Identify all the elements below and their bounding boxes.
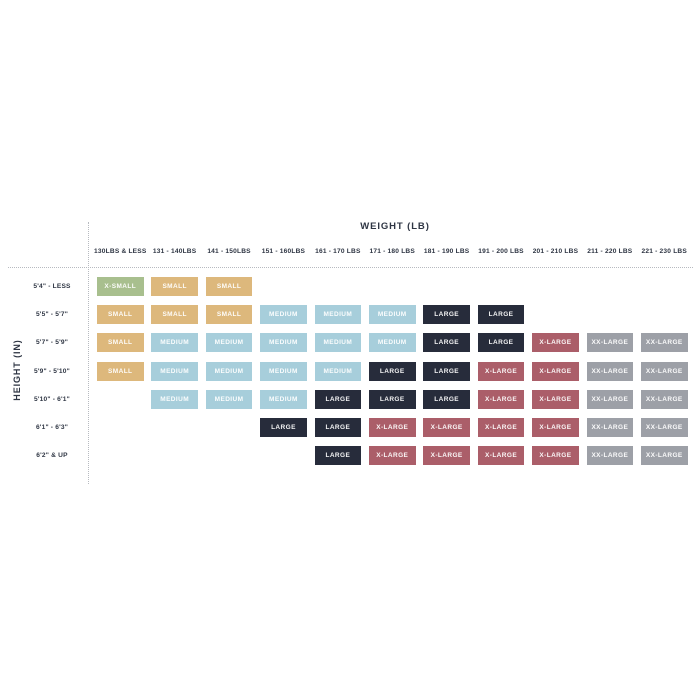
size-cell: MEDIUM bbox=[151, 361, 198, 381]
size-cell: SMALL bbox=[97, 333, 144, 353]
size-cell: XX-LARGE bbox=[586, 361, 634, 381]
height-row-label: 5'5" - 5'7" bbox=[35, 311, 69, 319]
size-cell: LARGE bbox=[369, 389, 416, 409]
size-cell: MEDIUM bbox=[151, 389, 198, 409]
weight-column-header: 191 - 200 LBS bbox=[478, 248, 524, 255]
size-cell: XX-LARGE bbox=[641, 389, 688, 409]
weight-column-header: 161 - 170 LBS bbox=[315, 248, 361, 255]
size-cell: MEDIUM bbox=[205, 389, 253, 409]
size-cell: SMALL bbox=[205, 305, 253, 325]
size-cell: X-LARGE bbox=[369, 418, 416, 437]
height-row-label: 5'7" - 5'9" bbox=[35, 339, 69, 347]
y-axis-dotted-line bbox=[88, 222, 89, 484]
weight-column-header: 181 - 190 LBS bbox=[423, 248, 470, 255]
size-cell: X-LARGE bbox=[532, 333, 579, 353]
size-cell: MEDIUM bbox=[314, 305, 362, 325]
height-row-label: 6'1" - 6'3" bbox=[35, 424, 69, 431]
size-cell: SMALL bbox=[151, 277, 198, 296]
size-cell: X-LARGE bbox=[532, 418, 579, 437]
size-cell: MEDIUM bbox=[151, 333, 198, 353]
size-cell: MEDIUM bbox=[314, 361, 362, 381]
height-row-label: 5'9" - 5'10" bbox=[34, 367, 70, 375]
weight-column-header: 130LBS & LESS bbox=[94, 248, 147, 255]
size-cell: X-SMALL bbox=[97, 277, 144, 296]
size-cell: LARGE bbox=[260, 418, 307, 437]
weight-column-header: 221 - 230 LBS bbox=[641, 248, 687, 255]
size-cell: LARGE bbox=[423, 389, 470, 409]
size-cell: LARGE bbox=[477, 305, 525, 325]
height-row-label: 5'4" - LESS bbox=[33, 283, 71, 290]
size-cell: XX-LARGE bbox=[586, 446, 634, 466]
size-cell: MEDIUM bbox=[205, 361, 253, 381]
size-cell: X-LARGE bbox=[477, 361, 525, 381]
size-cell: SMALL bbox=[97, 361, 144, 381]
height-row-label: 5'10" - 6'1" bbox=[34, 395, 70, 403]
size-cell: SMALL bbox=[205, 277, 253, 296]
size-cell: X-LARGE bbox=[532, 446, 579, 466]
size-cell: LARGE bbox=[477, 333, 525, 353]
weight-column-header: 141 - 150LBS bbox=[207, 248, 251, 255]
size-cell: X-LARGE bbox=[532, 389, 579, 409]
size-cell: LARGE bbox=[423, 305, 470, 325]
weight-column-header: 211 - 220 LBS bbox=[587, 248, 633, 255]
size-cell: X-LARGE bbox=[477, 389, 525, 409]
size-cell: LARGE bbox=[314, 418, 362, 437]
size-cell: X-LARGE bbox=[423, 446, 470, 466]
weight-axis-title: WEIGHT (LB) bbox=[360, 221, 430, 232]
size-cell: X-LARGE bbox=[477, 418, 525, 437]
size-cell: X-LARGE bbox=[423, 418, 470, 437]
size-cell: XX-LARGE bbox=[641, 446, 688, 466]
weight-column-header: 131 - 140LBS bbox=[152, 248, 197, 255]
weight-column-header: 171 - 180 LBS bbox=[369, 248, 415, 255]
size-cell: MEDIUM bbox=[369, 333, 416, 353]
size-cell: XX-LARGE bbox=[641, 361, 688, 381]
size-cell: XX-LARGE bbox=[586, 389, 634, 409]
size-cell: SMALL bbox=[151, 305, 198, 325]
size-cell: XX-LARGE bbox=[586, 333, 634, 353]
size-cell: MEDIUM bbox=[369, 305, 416, 325]
size-cell: XX-LARGE bbox=[641, 418, 688, 437]
size-cell: LARGE bbox=[423, 333, 470, 353]
weight-column-header: 151 - 160LBS bbox=[261, 248, 306, 255]
weight-column-header: 201 - 210 LBS bbox=[532, 248, 579, 255]
size-cell: LARGE bbox=[314, 389, 362, 409]
x-axis-dotted-line bbox=[8, 267, 693, 268]
size-cell: MEDIUM bbox=[314, 333, 362, 353]
size-cell: XX-LARGE bbox=[586, 418, 634, 437]
size-cell: MEDIUM bbox=[260, 389, 307, 409]
size-cell: X-LARGE bbox=[477, 446, 525, 466]
size-cell: MEDIUM bbox=[260, 305, 307, 325]
size-cell: X-LARGE bbox=[532, 361, 579, 381]
size-cell: MEDIUM bbox=[260, 333, 307, 353]
height-row-label: 6'2" & UP bbox=[36, 452, 68, 460]
size-cell: MEDIUM bbox=[205, 333, 253, 353]
size-cell: SMALL bbox=[97, 305, 144, 325]
size-cell: X-LARGE bbox=[369, 446, 416, 466]
size-cell: LARGE bbox=[314, 446, 362, 466]
size-cell: LARGE bbox=[423, 361, 470, 381]
size-cell: MEDIUM bbox=[260, 361, 307, 381]
size-cell: XX-LARGE bbox=[641, 333, 688, 353]
size-cell: LARGE bbox=[369, 361, 416, 381]
